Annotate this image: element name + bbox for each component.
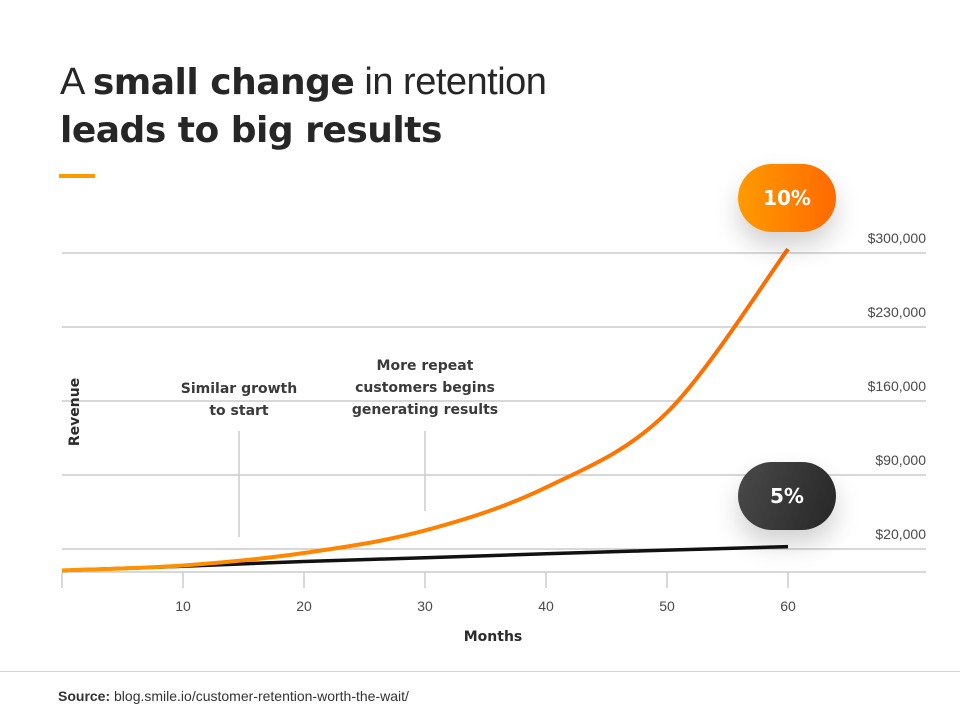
x-tick-label: 50 bbox=[659, 598, 675, 614]
x-tick-label: 30 bbox=[417, 598, 433, 614]
title-bold-1: small change bbox=[92, 62, 355, 103]
x-tick-label: 40 bbox=[538, 598, 554, 614]
source-label: Source: bbox=[58, 688, 111, 704]
source-text: blog.smile.io/customer-retention-worth-t… bbox=[110, 688, 409, 704]
y-tick-label: $90,000 bbox=[875, 452, 926, 468]
y-tick-label: $160,000 bbox=[868, 378, 927, 394]
y-tick-label: $300,000 bbox=[868, 230, 927, 246]
title-part-2: in retention bbox=[354, 61, 547, 103]
y-tick-label: $20,000 bbox=[875, 526, 926, 542]
x-axis-title: Months bbox=[464, 629, 523, 645]
annotation-text: Similar growth bbox=[181, 381, 297, 397]
series-label-5-percent: 5% bbox=[738, 462, 836, 530]
series-lines bbox=[61, 247, 790, 573]
annotation-text: to start bbox=[209, 403, 269, 419]
footer-divider bbox=[0, 671, 960, 672]
series-line-10-percent bbox=[61, 247, 790, 573]
x-tick-label: 20 bbox=[296, 598, 312, 614]
series-label-text: 5% bbox=[770, 484, 804, 508]
y-axis-labels: $20,000 $90,000 $160,000 $230,000 $300,000 bbox=[868, 230, 927, 542]
x-tick-label: 60 bbox=[780, 598, 796, 614]
y-tick-label: $230,000 bbox=[868, 304, 927, 320]
series-label-10-percent: 10% bbox=[738, 164, 836, 232]
chart-title: A small change in retention leads to big… bbox=[60, 58, 547, 155]
source-note: Source: blog.smile.io/customer-retention… bbox=[58, 688, 409, 704]
title-part-1: A bbox=[60, 61, 93, 103]
annotation-text: More repeat bbox=[377, 358, 474, 374]
annotation-text: generating results bbox=[352, 402, 498, 418]
x-tick-label: 10 bbox=[175, 598, 191, 614]
series-label-text: 10% bbox=[763, 186, 811, 210]
title-line-2: leads to big results bbox=[60, 110, 442, 151]
annotation-text: customers begins bbox=[355, 380, 495, 396]
title-accent-bar bbox=[59, 174, 95, 178]
annotations: Similar growth to start More repeat custome… bbox=[181, 358, 498, 537]
y-axis-title: Revenue bbox=[67, 378, 83, 446]
x-axis: 10 20 30 40 50 60 bbox=[61, 571, 926, 614]
